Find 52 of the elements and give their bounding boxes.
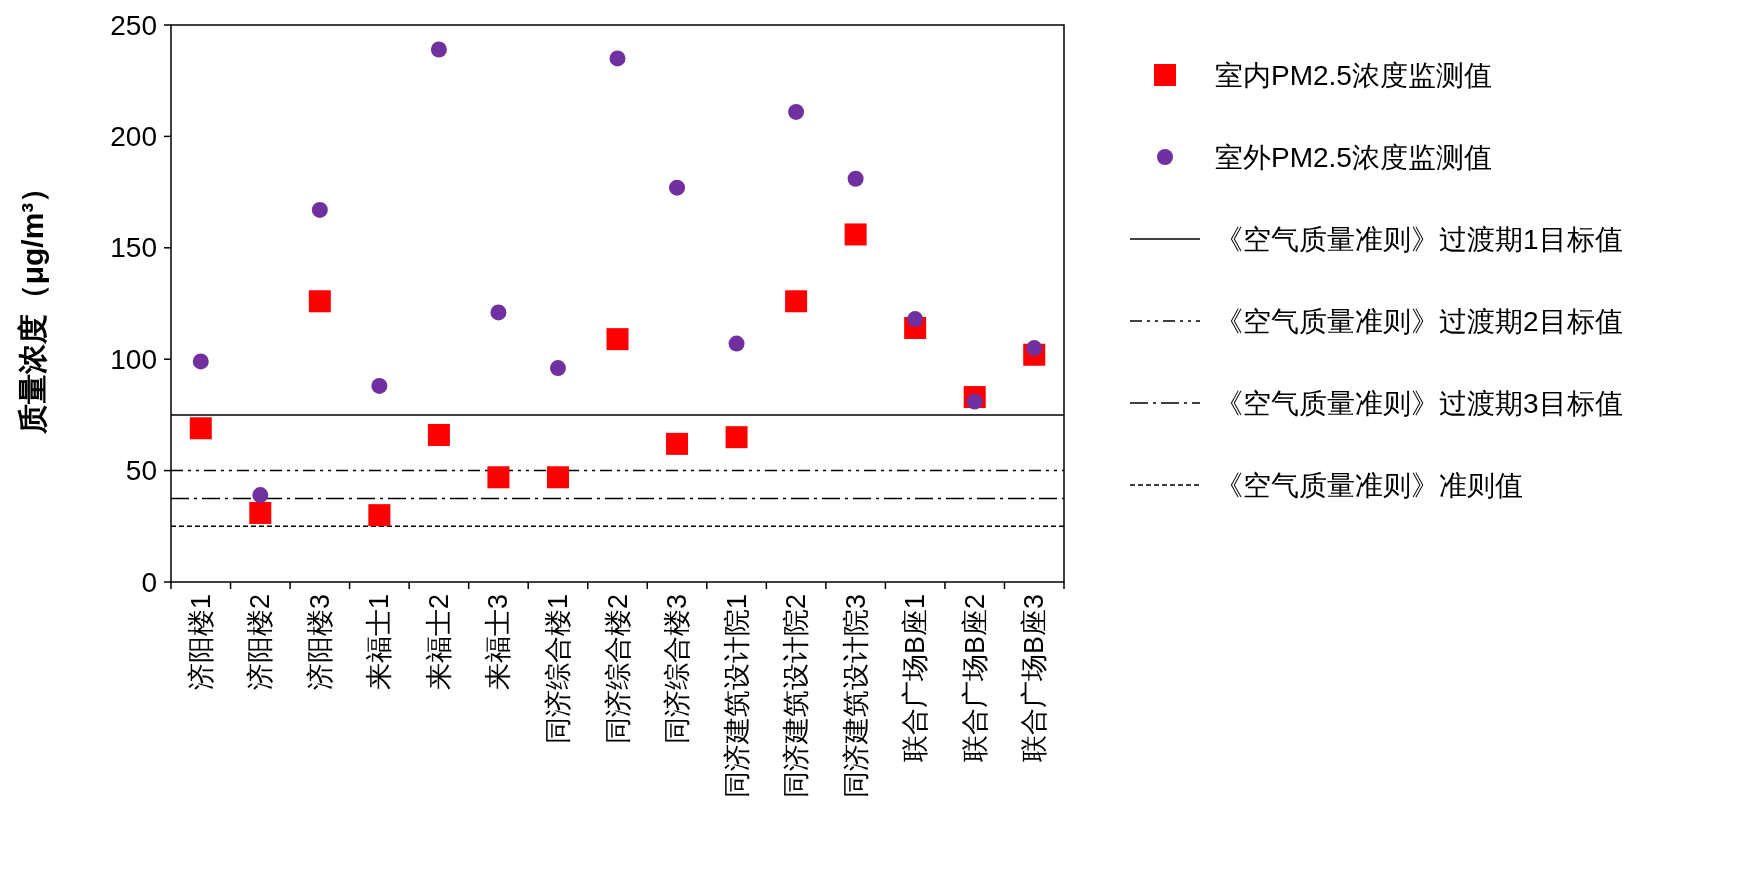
y-tick-label: 0 (141, 566, 157, 598)
y-tick-label: 150 (110, 232, 157, 264)
point (368, 504, 391, 527)
x-tick-label: 同济建筑设计院3 (840, 594, 871, 799)
point (847, 170, 864, 187)
x-tick-label: 济阳楼3 (304, 594, 335, 691)
x-tick-label: 同济综合楼2 (602, 594, 633, 745)
point (609, 50, 626, 67)
legend-label: 《空气质量准则》过渡期3目标值 (1215, 387, 1623, 419)
y-axis-title: 质量浓度（μg/m³） (15, 172, 49, 436)
point (430, 41, 447, 58)
point (788, 103, 805, 120)
point (725, 426, 748, 449)
legend-label: 《空气质量准则》过渡期1目标值 (1215, 223, 1623, 255)
point (371, 377, 388, 394)
y-tick-label: 200 (110, 120, 157, 152)
legend-label: 室外PM2.5浓度监测值 (1215, 141, 1492, 173)
x-tick-label: 联合广场B座1 (900, 594, 931, 763)
point (427, 423, 450, 446)
x-tick-label: 联合广场B座3 (1019, 594, 1050, 763)
point (487, 466, 510, 489)
legend-label: 《空气质量准则》准则值 (1215, 469, 1523, 501)
x-tick-label: 同济建筑设计院2 (781, 594, 812, 799)
point (189, 417, 212, 440)
point (606, 328, 629, 351)
y-tick-label: 100 (110, 343, 157, 375)
point (308, 290, 331, 313)
point (252, 487, 269, 504)
point (490, 304, 507, 321)
point (546, 466, 569, 489)
y-tick-label: 50 (125, 455, 157, 487)
point (249, 501, 272, 524)
x-tick-label: 来福士2 (423, 594, 454, 691)
y-tick-label: 250 (110, 9, 157, 41)
x-tick-label: 联合广场B座2 (959, 594, 990, 763)
point (669, 179, 686, 196)
x-tick-label: 济阳楼2 (245, 594, 276, 691)
legend-label: 室内PM2.5浓度监测值 (1215, 59, 1492, 91)
x-tick-label: 同济综合楼3 (662, 594, 693, 745)
point (785, 290, 808, 313)
legend-label: 《空气质量准则》过渡期2目标值 (1215, 305, 1623, 337)
point (192, 353, 209, 370)
x-tick-label: 济阳楼1 (185, 594, 216, 691)
x-tick-label: 同济建筑设计院1 (721, 594, 752, 799)
x-tick-label: 同济综合楼1 (542, 594, 573, 745)
point (844, 223, 867, 246)
point (728, 335, 745, 352)
point (549, 360, 566, 377)
x-tick-label: 来福士3 (483, 594, 514, 691)
x-tick-label: 来福士1 (364, 594, 395, 691)
point (666, 432, 689, 455)
point (311, 201, 328, 218)
